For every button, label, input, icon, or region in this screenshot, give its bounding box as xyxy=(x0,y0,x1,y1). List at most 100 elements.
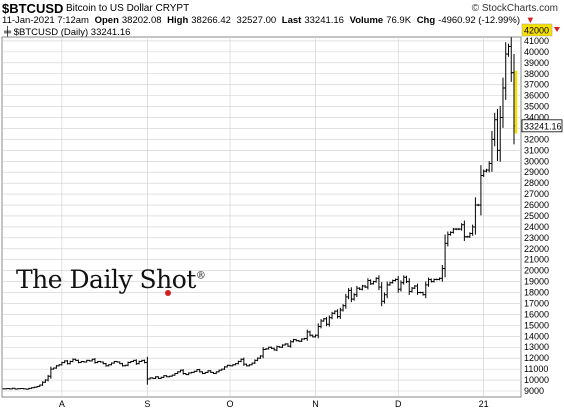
ohlc-bar xyxy=(432,278,436,283)
ohlc-bar xyxy=(391,279,395,284)
y-tick-label: 17000 xyxy=(524,298,549,308)
y-tick-label: 16000 xyxy=(524,309,549,319)
ohlc-bar xyxy=(465,235,469,238)
ohlc-bar xyxy=(123,364,127,367)
ohlc-bar xyxy=(203,371,207,374)
logo-text: The Daily Shot xyxy=(16,265,196,294)
y-tick-label: 14000 xyxy=(524,331,549,341)
ohlc-bar xyxy=(314,334,318,338)
y-tick-label: 31000 xyxy=(524,145,549,155)
ohlc-bar xyxy=(32,386,36,389)
y-tick-label: 40000 xyxy=(524,47,549,57)
ohlc-bar xyxy=(8,388,12,390)
ohlc-bar xyxy=(462,220,466,241)
ohlc-bar xyxy=(473,197,477,235)
x-tick-label: O xyxy=(227,399,234,409)
y-tick-label: 36000 xyxy=(524,91,549,101)
y-tick-label: 28000 xyxy=(524,178,549,188)
ohlc-bar xyxy=(267,346,271,350)
ohlc-bar xyxy=(416,283,420,295)
volume-label: Volume xyxy=(349,15,384,26)
ohlc-bar xyxy=(407,278,411,295)
ohlc-bar xyxy=(330,311,334,320)
ohlc-bar xyxy=(79,360,83,364)
open-label: Open xyxy=(94,15,119,26)
ohlc-bar xyxy=(98,360,102,363)
ohlc-bar xyxy=(245,363,249,367)
y-tick-label: 15000 xyxy=(524,320,549,330)
logo-dot xyxy=(165,290,171,296)
ohlc-bar xyxy=(493,112,497,147)
ohlc-bar xyxy=(476,203,480,207)
ohlc-bar xyxy=(374,277,378,283)
y-tick-label: 29000 xyxy=(524,167,549,177)
y-tick-label: 25000 xyxy=(524,211,549,221)
ohlc-bar xyxy=(253,359,257,365)
ohlc-bar xyxy=(137,360,141,365)
ohlc-bar xyxy=(65,359,69,365)
ohlc-bar xyxy=(360,284,364,291)
y-tick-label: 9000 xyxy=(524,386,544,396)
daily-shot-logo: The Daily Shot® xyxy=(16,265,206,294)
ohlc-bar xyxy=(396,275,400,293)
ohlc-bar xyxy=(336,309,340,319)
ohlc-bar xyxy=(482,169,486,178)
ohlc-bar xyxy=(165,375,169,378)
ohlc-bar xyxy=(195,369,199,372)
ohlc-bar xyxy=(167,375,171,378)
ohlc-bar xyxy=(5,388,9,390)
ohlc-bar xyxy=(234,363,238,366)
ohlc-bar xyxy=(333,310,337,315)
ohlc-bar xyxy=(504,42,508,100)
ohlc-bar xyxy=(283,343,287,346)
ohlc-bar xyxy=(43,379,47,384)
ohlc-bar xyxy=(134,359,138,365)
y-tick-label: 23000 xyxy=(524,233,549,243)
ohlc-bar xyxy=(154,376,158,379)
ohlc-bar xyxy=(217,369,221,373)
ohlc-bar xyxy=(178,369,182,373)
ohlc-bar xyxy=(35,385,39,388)
ohlc-bar xyxy=(19,387,23,390)
chg-label: Chg xyxy=(416,15,436,26)
ohlc-bar xyxy=(322,318,326,322)
x-tick-label: S xyxy=(144,399,150,409)
stockcharts-watermark[interactable]: © StockCharts.com xyxy=(471,3,558,14)
ohlc-bar xyxy=(272,347,276,351)
x-tick-label: A xyxy=(59,399,65,409)
ohlc-bar xyxy=(424,281,428,299)
ohlc-bar xyxy=(302,337,306,340)
ohlc-bar xyxy=(325,316,329,327)
ohlc-bar xyxy=(71,358,75,363)
ohlc-bar xyxy=(30,387,34,389)
ohlc-bar xyxy=(38,384,42,387)
ohlc-bar xyxy=(209,370,213,373)
ohlc-bar xyxy=(54,365,58,369)
ohlc-bar xyxy=(192,370,196,373)
ohlc-bar xyxy=(393,278,397,282)
ohlc-bar xyxy=(404,275,408,284)
ohlc-bar xyxy=(104,362,108,367)
ohlc-bar xyxy=(446,231,450,247)
ohlc-bar xyxy=(275,345,279,352)
description-text: Bitcoin to US Dollar xyxy=(66,3,153,14)
ohlc-bar xyxy=(60,361,64,366)
ohlc-bar xyxy=(487,161,491,173)
ohlc-bar xyxy=(231,364,235,367)
ohlc-bar xyxy=(509,37,513,82)
ohlc-bar xyxy=(366,278,370,290)
ohlc-bar xyxy=(264,348,268,351)
ohlc-bar xyxy=(121,362,125,367)
ohlc-bar xyxy=(41,381,45,386)
ohlc-bar xyxy=(76,359,80,364)
volume-value: 76.9K xyxy=(386,15,412,26)
y-tick-label: 19000 xyxy=(524,277,549,287)
y-tick-label: 34000 xyxy=(524,113,549,123)
y-tick-label: 35000 xyxy=(524,102,549,112)
ohlc-bar xyxy=(291,338,295,343)
ohlc-bar xyxy=(87,359,91,362)
y-tick-label: 32000 xyxy=(524,134,549,144)
logo-mark: ® xyxy=(195,270,206,282)
ohlc-bar xyxy=(16,388,20,390)
ohlc-bar xyxy=(27,387,31,390)
